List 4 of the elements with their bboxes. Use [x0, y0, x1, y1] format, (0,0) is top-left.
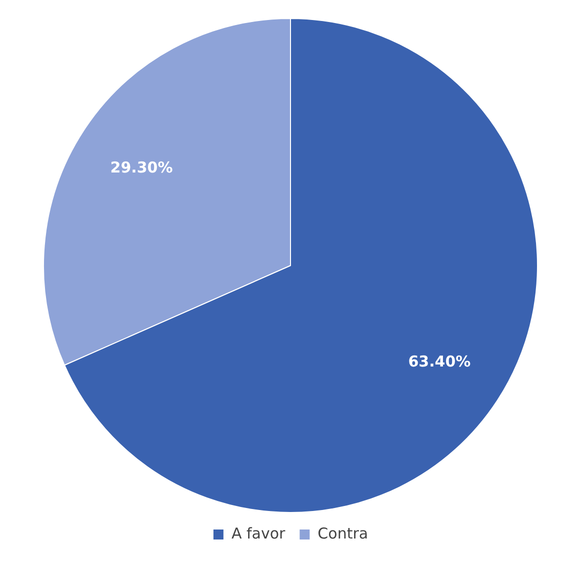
legend-label: Contra	[318, 524, 368, 542]
data-label: 63.40%	[408, 352, 471, 371]
data-label: 29.30%	[110, 158, 173, 176]
legend-label: A favor	[231, 524, 286, 542]
